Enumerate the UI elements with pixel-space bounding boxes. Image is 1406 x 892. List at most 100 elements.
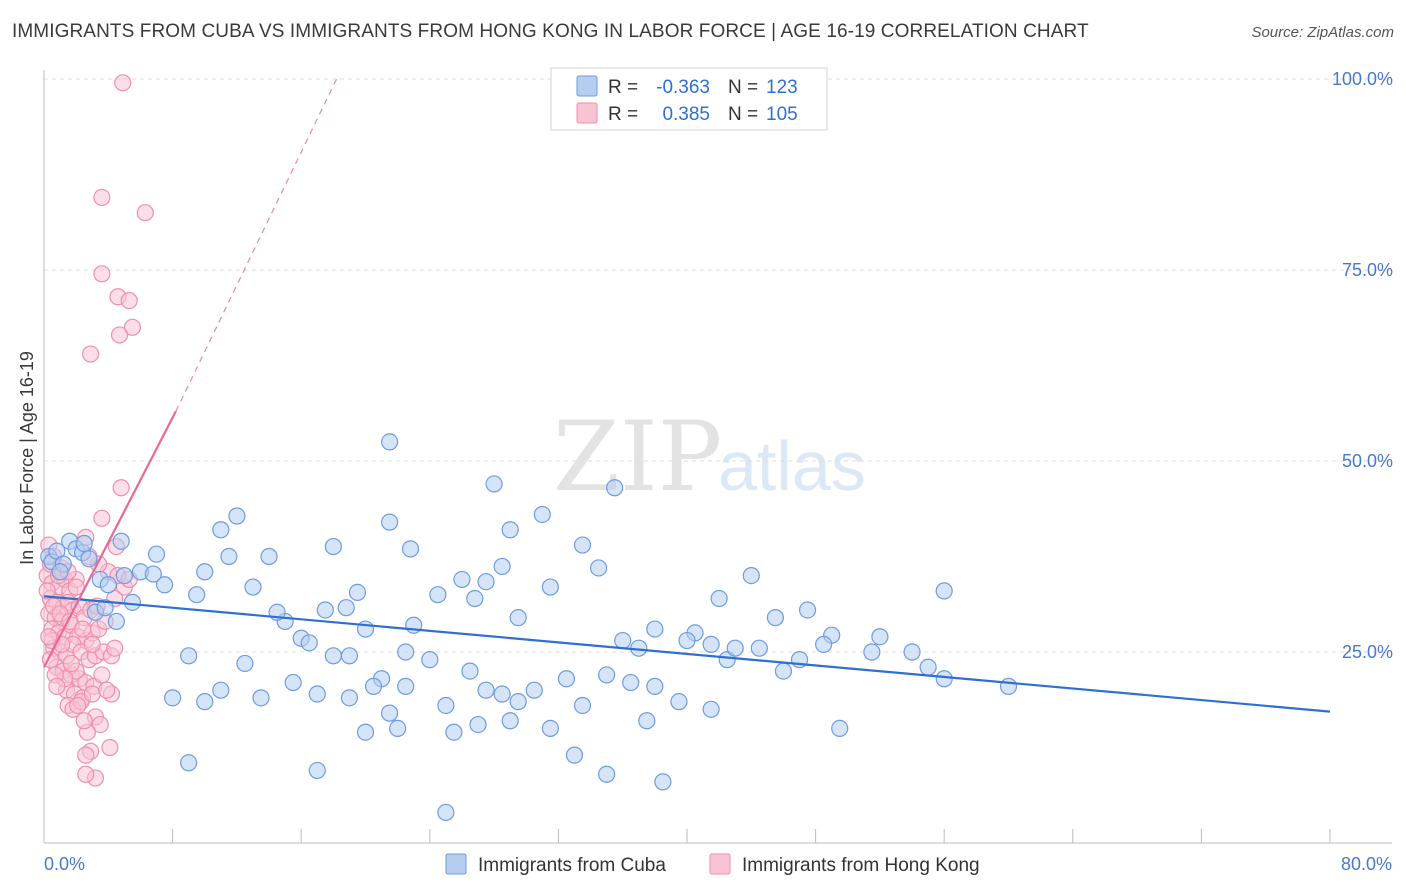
hongkong-point [110, 326, 129, 344]
cuba-point [196, 563, 214, 581]
cuba-point [565, 746, 584, 764]
cuba-point [750, 639, 768, 657]
cuba-point [541, 578, 559, 596]
cuba-point [614, 631, 632, 650]
cuba-point [903, 643, 921, 661]
cuba-point [244, 578, 262, 596]
cuba-point [284, 673, 302, 692]
hongkong-point [136, 204, 154, 222]
cuba-point [935, 670, 953, 688]
hongkong-point [93, 265, 111, 283]
series-label-cuba: Immigrants from Cuba [478, 855, 666, 876]
cuba-point [115, 566, 133, 585]
cuba-point [123, 593, 142, 611]
cuba-point [421, 651, 439, 669]
cuba-point [112, 532, 130, 550]
hongkong-point [112, 479, 130, 497]
y-axis-label: In Labor Force | Age 16-19 [17, 351, 37, 565]
cuba-point [164, 689, 182, 707]
hongkong-point [62, 654, 80, 673]
legend-r-label-hongkong: R = [608, 104, 638, 125]
cuba-point [397, 643, 415, 661]
cuba-point [155, 576, 174, 594]
hongkong-point [48, 677, 66, 695]
hongkong-point [82, 345, 100, 363]
cuba-point [606, 479, 624, 497]
cuba-point [919, 658, 937, 676]
hongkong-point [93, 666, 111, 684]
series-swatch-hongkong [709, 853, 731, 875]
cuba-point [188, 586, 206, 604]
legend-swatch-hongkong [576, 102, 598, 124]
chart-title: IMMIGRANTS FROM CUBA VS IMMIGRANTS FROM … [12, 21, 1089, 42]
cuba-point [815, 635, 833, 653]
cuba-point [501, 521, 519, 539]
cuba-point [337, 599, 355, 617]
hongkong-point [93, 188, 111, 207]
cuba-point [509, 693, 527, 711]
cuba-point [308, 685, 326, 703]
x-tick-marks [172, 829, 1331, 843]
cuba-point [477, 681, 495, 699]
cuba-point [389, 719, 407, 738]
hongkong-point [77, 765, 95, 783]
cuba-point [364, 677, 383, 695]
cuba-point [212, 681, 230, 699]
cuba-point [863, 643, 881, 661]
cuba-point [702, 700, 720, 718]
cuba-point [437, 696, 455, 715]
legend-r-value-cuba: -0.363 [656, 77, 710, 98]
hongkong-points [38, 74, 154, 787]
cuba-point [356, 723, 375, 741]
cuba-point [180, 754, 198, 772]
watermark-atlas: atlas [718, 427, 866, 505]
cuba-point [638, 712, 656, 730]
hongkong-point [98, 681, 116, 699]
hongkong-point [91, 715, 109, 734]
cuba-point [99, 576, 117, 594]
series-legend: Immigrants from Cuba Immigrants from Hon… [445, 853, 980, 876]
cuba-point [541, 719, 559, 738]
cuba-point [646, 620, 664, 638]
cuba-point [702, 635, 720, 653]
cuba-point [935, 582, 953, 600]
series-label-hongkong: Immigrants from Hong Kong [742, 855, 980, 876]
legend-n-label-cuba: N = [728, 77, 758, 98]
correlation-legend: R = -0.363 N = 123 R = 0.385 N = 105 [550, 67, 828, 131]
cuba-point [220, 547, 238, 566]
cuba-point [831, 719, 849, 738]
cuba-point [493, 685, 511, 703]
cuba-point [51, 563, 69, 581]
cuba-point [453, 570, 471, 589]
legend-n-value-hongkong: 105 [766, 104, 798, 125]
hongkong-trend-extension [175, 78, 338, 412]
cuba-point [324, 647, 342, 665]
cuba-point [501, 712, 519, 730]
legend-r-value-hongkong: 0.385 [662, 104, 710, 125]
cuba-point [381, 433, 399, 451]
cuba-point [228, 507, 246, 525]
hongkong-point [75, 712, 93, 730]
hongkong-point [38, 582, 56, 600]
cuba-point [871, 628, 889, 646]
cuba-point [107, 612, 125, 631]
cuba-point [798, 601, 817, 619]
cuba-point [96, 599, 114, 617]
cuba-point [525, 681, 543, 699]
cuba-point [397, 677, 415, 695]
hongkong-point [106, 639, 124, 657]
cuba-point [252, 689, 270, 707]
cuba-point [80, 550, 98, 568]
cuba-point [466, 589, 484, 608]
hongkong-trend-line [43, 410, 177, 668]
y-tick-label: 75.0% [1342, 260, 1393, 280]
cuba-point [726, 639, 744, 657]
cuba-point [196, 693, 214, 711]
cuba-point [493, 557, 511, 576]
cuba-point [437, 803, 455, 822]
cuba-point [774, 662, 793, 680]
cuba-point [670, 693, 688, 711]
cuba-points [40, 433, 1018, 822]
cuba-point [589, 559, 608, 577]
